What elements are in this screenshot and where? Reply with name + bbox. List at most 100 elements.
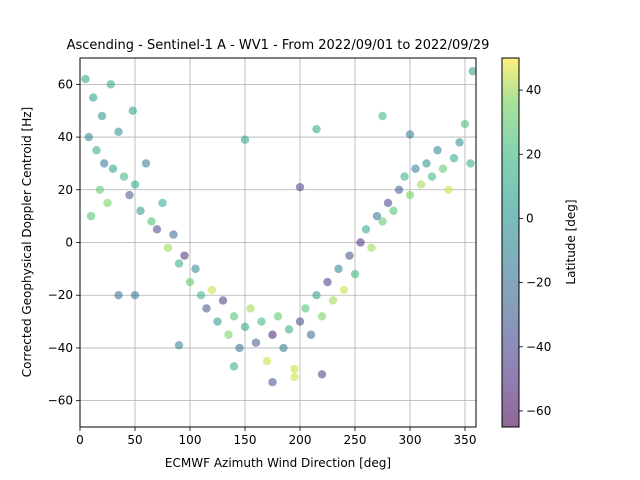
- scatter-point: [466, 159, 475, 168]
- scatter-point: [95, 185, 105, 194]
- chart-title: Ascending - Sentinel-1 A - WV1 - From 20…: [67, 38, 490, 53]
- scatter-point: [460, 119, 470, 129]
- y-axis-label: Corrected Geophysical Doppler Centroid […: [20, 107, 34, 377]
- scatter-point: [114, 291, 123, 300]
- scatter-point: [383, 198, 393, 208]
- colorbar-label: Latitude [deg]: [564, 199, 578, 284]
- scatter-point: [378, 217, 387, 226]
- y-tick-label: 0: [65, 236, 73, 250]
- colorbar: −60 −40 −20 0 20 40 Latitude [deg]: [501, 57, 578, 428]
- scatter-point: [455, 138, 464, 147]
- colorbar-tick-label: −60: [526, 404, 551, 418]
- scatter-point: [416, 180, 426, 189]
- scatter-point: [207, 285, 217, 295]
- scatter-point: [273, 312, 283, 321]
- scatter-point: [141, 159, 151, 168]
- x-tick-label: 300: [399, 433, 422, 447]
- colorbar-tick-label: 20: [526, 147, 541, 161]
- scatter-point: [128, 106, 137, 115]
- scatter-point: [81, 74, 90, 84]
- scatter-point: [268, 330, 277, 339]
- scatter-point: [422, 159, 431, 168]
- scatter-point: [119, 172, 129, 181]
- scatter-point: [290, 364, 299, 374]
- scatter-point: [427, 172, 437, 181]
- scatter-point: [433, 146, 442, 155]
- scatter-point: [405, 190, 415, 200]
- scatter-point: [444, 185, 453, 194]
- scatter-point: [268, 377, 277, 387]
- scatter-point: [92, 146, 101, 155]
- x-tick-label: 250: [344, 433, 367, 447]
- scatter-point: [130, 291, 140, 300]
- scatter-point: [191, 264, 200, 274]
- scatter-point: [213, 317, 222, 326]
- x-axis-label: ECMWF Azimuth Wind Direction [deg]: [165, 456, 391, 470]
- scatter-point: [317, 312, 327, 321]
- scatter-point: [158, 198, 167, 208]
- x-tick-label: 100: [179, 433, 202, 447]
- scatter-point: [350, 269, 360, 279]
- scatter-point: [295, 182, 305, 192]
- x-tick-label: 150: [234, 433, 257, 447]
- x-ticks: 0 50 100 150 200 250 300 350: [76, 427, 476, 447]
- y-tick-label: 60: [58, 77, 73, 91]
- scatter-point: [345, 251, 354, 260]
- grid: [79, 58, 476, 427]
- scatter-point: [174, 341, 184, 350]
- scatter-point: [84, 132, 94, 142]
- scatter-point: [449, 153, 459, 163]
- x-tick-label: 50: [127, 433, 142, 447]
- scatter-point: [389, 206, 398, 216]
- y-ticks: −60 −40 −20 0 20 40 60: [48, 77, 80, 408]
- scatter-point: [97, 111, 107, 121]
- scatter-point: [240, 135, 250, 144]
- scatter-point: [312, 291, 321, 300]
- scatter-point: [100, 159, 109, 168]
- x-tick-label: 0: [76, 433, 84, 447]
- scatter-point: [103, 198, 112, 208]
- scatter-point: [328, 296, 338, 305]
- y-tick-label: −20: [48, 288, 73, 302]
- scatter-point: [86, 211, 96, 221]
- scatter-points: [81, 66, 476, 387]
- scatter-point: [163, 243, 173, 252]
- colorbar-frame: [501, 57, 520, 428]
- scatter-point: [306, 330, 316, 339]
- scatter-point: [411, 164, 420, 173]
- scatter-point: [147, 217, 156, 226]
- scatter-point: [130, 180, 140, 189]
- y-tick-label: 40: [58, 130, 73, 144]
- scatter-point: [136, 206, 145, 216]
- scatter-point: [89, 93, 98, 102]
- scatter-point: [334, 264, 343, 274]
- scatter-point: [312, 124, 321, 134]
- scatter-point: [372, 211, 382, 221]
- scatter-point: [468, 66, 476, 76]
- scatter-point: [356, 238, 365, 247]
- scatter-point: [224, 330, 233, 339]
- scatter-point: [284, 325, 294, 334]
- scatter-point: [295, 317, 305, 326]
- x-tick-label: 350: [454, 433, 477, 447]
- scatter-point: [180, 251, 189, 260]
- scatter-point: [301, 304, 310, 313]
- scatter-point: [257, 317, 266, 326]
- scatter-point: [125, 190, 134, 200]
- colorbar-tick-label: 40: [526, 83, 541, 97]
- scatter-point: [152, 225, 162, 234]
- scatter-point: [251, 338, 261, 347]
- scatter-point: [202, 304, 211, 313]
- scatter-point: [106, 80, 116, 89]
- scatter-point: [323, 277, 332, 287]
- colorbar-ticks: −60 −40 −20 0 20 40: [519, 83, 551, 418]
- x-tick-label: 200: [289, 433, 312, 447]
- scatter-point: [108, 164, 118, 173]
- colorbar-tick-label: 0: [526, 211, 534, 225]
- y-tick-label: −60: [48, 394, 73, 408]
- y-tick-label: 20: [58, 183, 73, 197]
- scatter-point: [290, 372, 299, 382]
- scatter-point: [169, 230, 178, 239]
- scatter-point: [196, 291, 206, 300]
